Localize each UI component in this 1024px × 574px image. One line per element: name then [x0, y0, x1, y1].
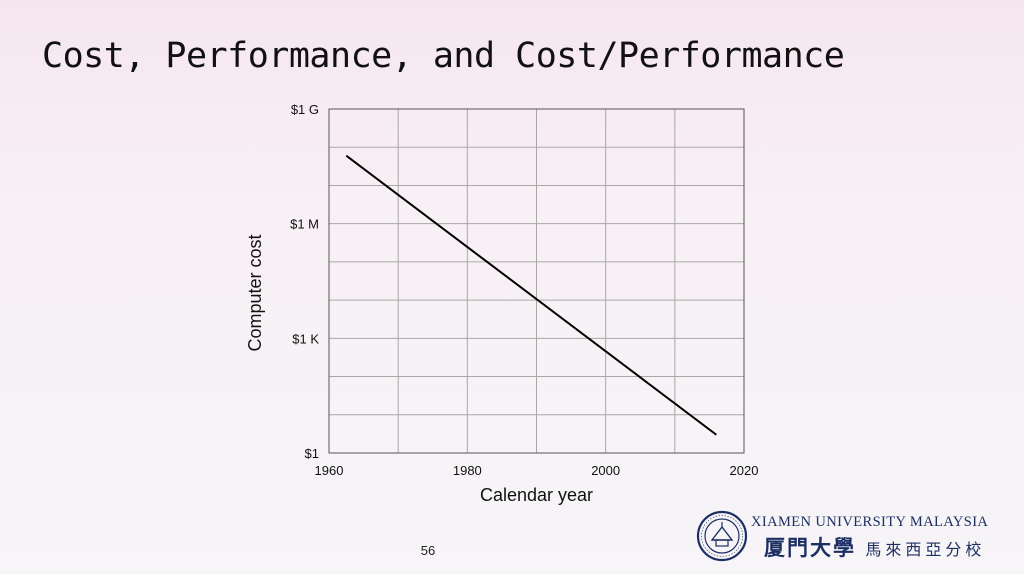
x-tick-label: 1960 [315, 463, 344, 478]
university-name-english: XIAMEN UNIVERSITY MALAYSIA [751, 514, 989, 530]
x-tick-labels: 1960 1980 2000 2020 [315, 463, 759, 478]
university-seal-icon [696, 510, 748, 562]
y-tick-label: $1 K [292, 331, 319, 346]
x-tick-label: 2020 [730, 463, 759, 478]
chart-grid [329, 109, 744, 453]
series-line [345, 154, 717, 436]
chart-series [345, 154, 717, 436]
university-name-chinese-main: 厦門大學 [764, 535, 856, 560]
slide-title: Cost, Performance, and Cost/Performance [42, 36, 845, 76]
university-name-chinese: 厦門大學 馬來西亞分校 [764, 532, 985, 562]
page-number: 56 [420, 543, 436, 558]
y-tick-labels: $1 $1 K $1 M $1 G [290, 102, 319, 461]
x-tick-label: 1980 [453, 463, 482, 478]
plot-frame [328, 108, 745, 454]
university-logo: XIAMEN UNIVERSITY MALAYSIA 厦門大學 馬來西亞分校 [696, 508, 1016, 568]
y-tick-label: $1 [305, 446, 319, 461]
x-axis-label: Calendar year [480, 485, 593, 505]
y-tick-label: $1 M [290, 217, 319, 232]
y-axis-label: Computer cost [245, 234, 265, 351]
y-tick-label: $1 G [291, 102, 319, 117]
university-name-chinese-campus: 馬來西亞分校 [865, 540, 986, 559]
x-tick-label: 2000 [591, 463, 620, 478]
